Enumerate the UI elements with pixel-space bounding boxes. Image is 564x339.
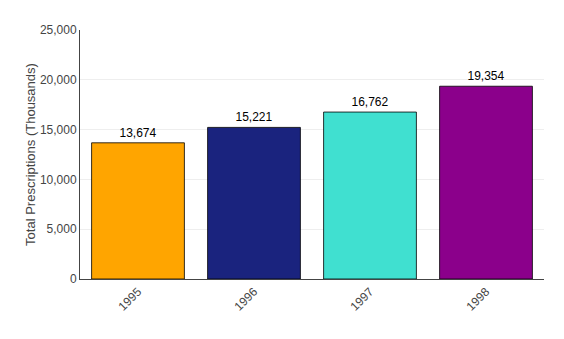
- svg-text:15,000: 15,000: [40, 123, 77, 137]
- svg-text:10,000: 10,000: [40, 173, 77, 187]
- svg-text:Total Prescriptions (Thousands: Total Prescriptions (Thousands): [23, 63, 38, 246]
- svg-text:20,000: 20,000: [40, 73, 77, 87]
- svg-text:13,674: 13,674: [119, 126, 156, 140]
- svg-text:15,221: 15,221: [235, 110, 272, 124]
- svg-text:0: 0: [70, 272, 77, 286]
- svg-text:19,354: 19,354: [467, 69, 504, 83]
- svg-text:1998: 1998: [464, 285, 493, 314]
- svg-text:1997: 1997: [348, 285, 377, 314]
- svg-text:1996: 1996: [232, 285, 261, 314]
- svg-text:5,000: 5,000: [47, 222, 77, 236]
- svg-text:1995: 1995: [116, 285, 145, 314]
- svg-text:16,762: 16,762: [351, 95, 388, 109]
- svg-text:25,000: 25,000: [40, 23, 77, 37]
